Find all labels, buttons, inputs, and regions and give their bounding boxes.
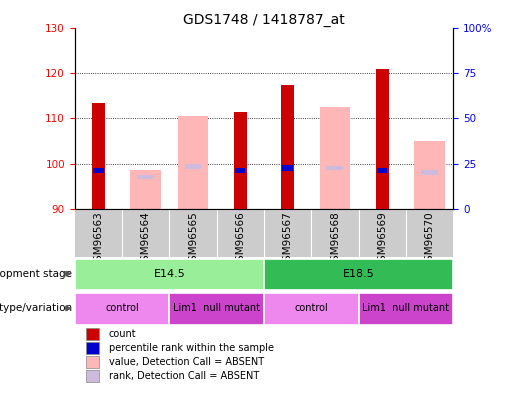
Bar <box>281 85 294 209</box>
Text: development stage: development stage <box>0 269 72 279</box>
Bar <box>264 294 358 325</box>
Text: percentile rank within the sample: percentile rank within the sample <box>109 343 274 353</box>
Text: GSM96566: GSM96566 <box>235 211 245 268</box>
Text: E14.5: E14.5 <box>153 269 185 279</box>
Bar <box>178 116 209 209</box>
Bar <box>75 259 264 290</box>
Bar <box>234 112 247 209</box>
Bar <box>421 170 438 175</box>
Text: GSM96564: GSM96564 <box>141 211 151 268</box>
Bar <box>86 371 99 382</box>
Title: GDS1748 / 1418787_at: GDS1748 / 1418787_at <box>183 13 345 27</box>
Text: GSM96563: GSM96563 <box>93 211 104 268</box>
Bar <box>93 168 104 173</box>
Bar <box>327 166 344 170</box>
Text: E18.5: E18.5 <box>342 269 374 279</box>
Bar <box>235 168 246 173</box>
Bar <box>184 164 201 169</box>
Text: GSM96569: GSM96569 <box>377 211 387 268</box>
Bar <box>86 328 99 339</box>
Text: value, Detection Call = ABSENT: value, Detection Call = ABSENT <box>109 357 264 367</box>
Bar <box>86 356 99 368</box>
Bar <box>130 170 161 209</box>
Bar <box>75 294 169 325</box>
Text: Lim1  null mutant: Lim1 null mutant <box>363 303 450 313</box>
Text: Lim1  null mutant: Lim1 null mutant <box>173 303 260 313</box>
Bar <box>414 141 445 209</box>
Bar <box>375 69 389 209</box>
Text: rank, Detection Call = ABSENT: rank, Detection Call = ABSENT <box>109 371 259 381</box>
Text: GSM96567: GSM96567 <box>283 211 293 268</box>
Text: genotype/variation: genotype/variation <box>0 303 72 313</box>
Bar <box>92 103 105 209</box>
Bar <box>86 342 99 354</box>
Text: GSM96568: GSM96568 <box>330 211 340 268</box>
Text: count: count <box>109 329 136 339</box>
Bar <box>319 107 350 209</box>
Text: control: control <box>105 303 139 313</box>
Bar <box>264 259 453 290</box>
Bar <box>377 168 387 173</box>
Bar <box>282 165 293 171</box>
Text: GSM96570: GSM96570 <box>424 211 435 268</box>
Bar <box>169 294 264 325</box>
Bar <box>358 294 453 325</box>
Text: control: control <box>295 303 328 313</box>
Text: GSM96565: GSM96565 <box>188 211 198 268</box>
Bar <box>137 175 154 179</box>
